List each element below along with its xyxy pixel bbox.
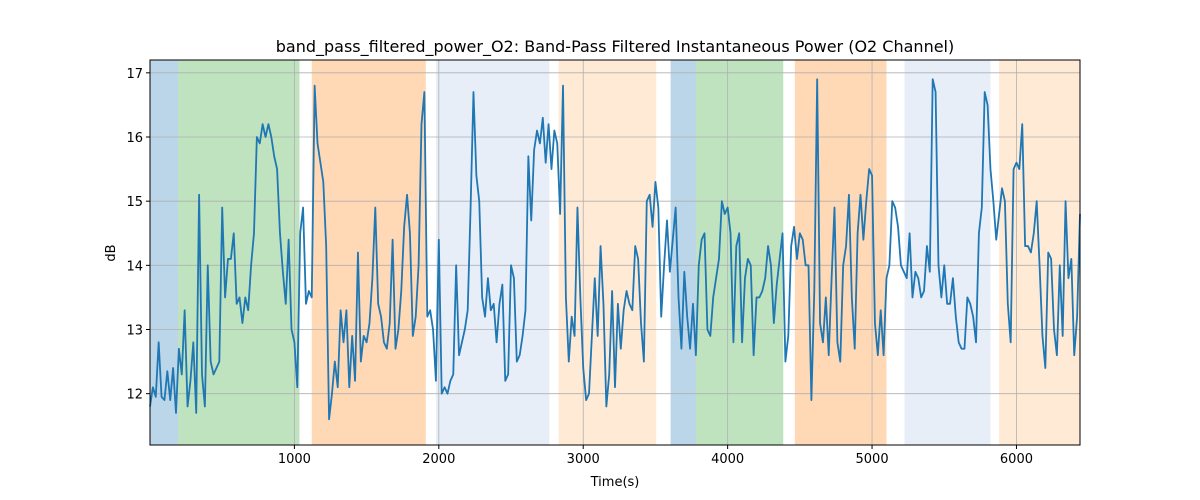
y-axis-label: dB xyxy=(104,244,119,261)
x-tick-label: 6000 xyxy=(1000,452,1033,467)
y-tick-label: 17 xyxy=(126,67,143,82)
x-axis-ticks: 1000 2000 3000 4000 5000 6000 xyxy=(278,445,1033,467)
band-region-6 xyxy=(670,60,696,445)
x-axis-label: Time(s) xyxy=(590,475,640,490)
band-region-9 xyxy=(904,60,991,445)
y-tick-label: 15 xyxy=(126,195,143,210)
y-tick-label: 14 xyxy=(126,259,143,274)
chart-title: band_pass_filtered_power_O2: Band-Pass F… xyxy=(276,37,954,57)
band-regions xyxy=(150,60,1080,445)
x-tick-label: 3000 xyxy=(567,452,600,467)
x-tick-label: 2000 xyxy=(422,452,455,467)
series-line-o2-power xyxy=(149,78,1081,421)
y-tick-label: 16 xyxy=(126,131,143,146)
band-region-8 xyxy=(794,60,887,445)
y-tick-label: 13 xyxy=(126,324,143,339)
x-tick-label: 1000 xyxy=(278,452,311,467)
plot-frame xyxy=(149,59,1081,446)
y-tick-label: 12 xyxy=(126,388,143,403)
y-axis-ticks: 12 13 14 15 16 17 xyxy=(126,67,150,403)
band-region-4 xyxy=(435,60,550,445)
x-tick-label: 5000 xyxy=(856,452,889,467)
x-tick-label: 4000 xyxy=(711,452,744,467)
band-region-5 xyxy=(558,60,657,445)
band-region-3 xyxy=(311,60,426,445)
